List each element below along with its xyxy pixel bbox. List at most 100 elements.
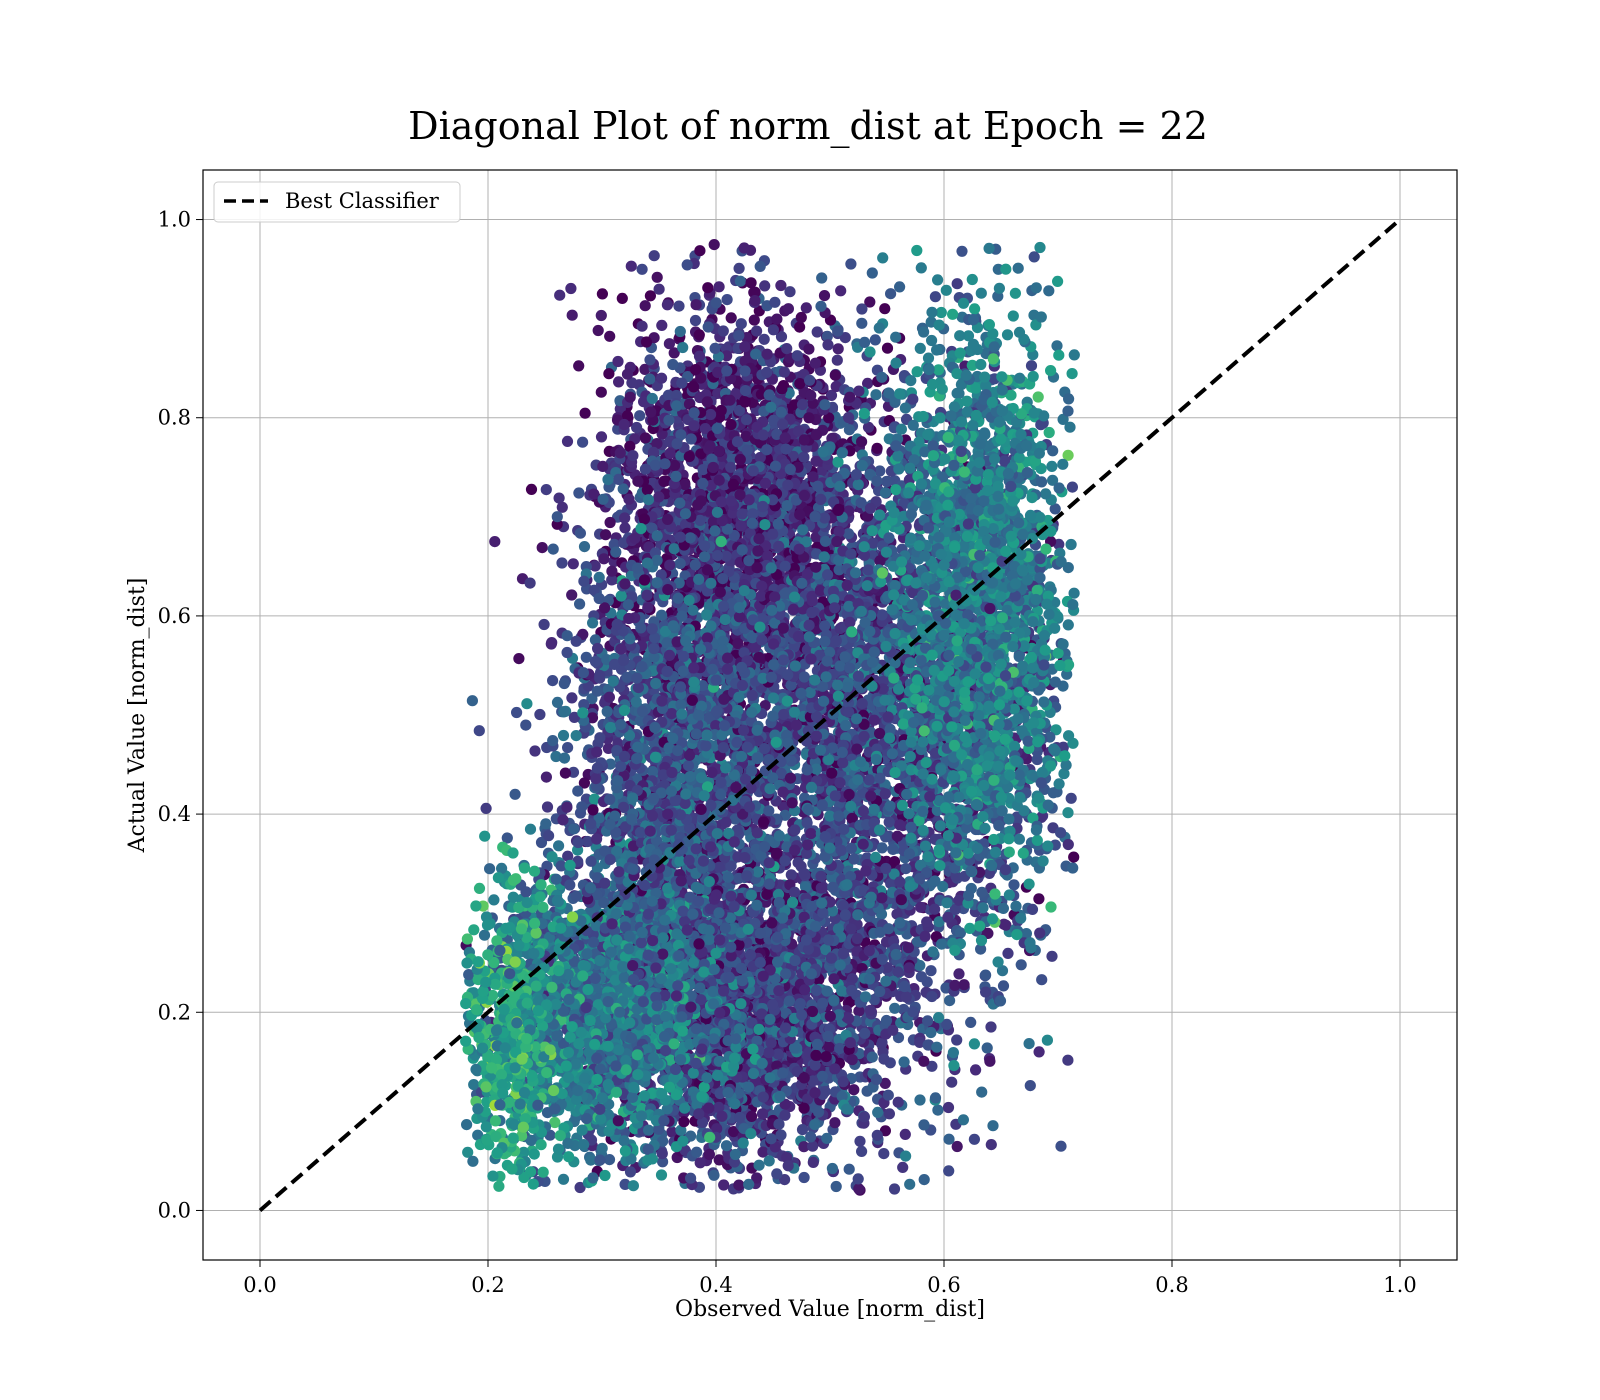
data-point (655, 973, 667, 985)
data-point (595, 386, 607, 398)
data-point (563, 993, 575, 1006)
data-point (872, 1106, 884, 1118)
data-point (581, 948, 593, 960)
data-point (594, 955, 606, 967)
data-point (729, 1148, 742, 1161)
data-point (737, 1137, 749, 1149)
data-point (918, 1174, 930, 1186)
data-point (520, 886, 532, 898)
data-point (660, 1010, 672, 1022)
data-point (899, 1128, 911, 1140)
data-point (552, 1143, 565, 1155)
data-point (876, 1038, 888, 1050)
data-point (747, 1067, 760, 1080)
data-point (745, 1128, 757, 1140)
data-point (587, 1172, 599, 1184)
data-point (753, 1159, 765, 1171)
data-point (577, 970, 589, 982)
data-point (603, 1154, 616, 1166)
data-point (658, 1115, 670, 1127)
data-point (763, 1155, 775, 1167)
data-point (578, 1139, 590, 1151)
data-point (730, 1033, 742, 1045)
data-point (888, 1183, 901, 1195)
data-point (549, 1103, 561, 1115)
data-point (809, 1059, 821, 1071)
data-point (624, 1166, 637, 1178)
data-point (721, 294, 733, 306)
data-point (712, 1069, 724, 1081)
data-point (646, 1153, 659, 1165)
data-point (677, 1135, 689, 1147)
data-point (696, 1091, 708, 1103)
data-point (708, 1033, 720, 1045)
data-point (914, 1094, 926, 1106)
data-point (878, 1148, 890, 1160)
data-point (488, 894, 500, 906)
data-point (694, 1157, 706, 1169)
data-point (757, 1091, 769, 1103)
data-point (599, 1169, 611, 1182)
data-point (798, 1102, 810, 1114)
data-point (829, 1063, 841, 1075)
data-point (722, 1086, 734, 1099)
data-point (594, 1103, 606, 1115)
data-point (943, 1165, 955, 1177)
data-point (818, 290, 831, 302)
data-point (743, 1081, 755, 1093)
data-point (892, 1096, 904, 1108)
data-point (981, 1042, 993, 1054)
data-point (765, 1133, 777, 1145)
data-point (602, 1040, 614, 1052)
data-point (744, 949, 757, 961)
data-point (729, 1098, 741, 1110)
data-point (747, 1043, 759, 1055)
data-point (666, 1126, 678, 1138)
data-point (581, 1113, 593, 1125)
data-point (658, 1031, 671, 1043)
data-point (764, 1013, 776, 1025)
data-point (710, 947, 722, 959)
data-point (785, 869, 797, 881)
data-point (678, 1116, 690, 1128)
data-point (881, 961, 893, 974)
data-point (633, 984, 645, 997)
data-point (613, 1044, 625, 1056)
data-point (551, 1030, 563, 1042)
data-point (701, 1072, 713, 1084)
data-point (602, 996, 614, 1008)
data-point (918, 1055, 930, 1067)
data-point (573, 487, 585, 499)
data-point (703, 1102, 715, 1114)
data-point (656, 1088, 668, 1100)
data-point (656, 319, 668, 331)
data-point (628, 1081, 640, 1093)
data-point (461, 1119, 473, 1131)
data-point (468, 924, 480, 936)
data-point (843, 1163, 855, 1175)
data-point (610, 1086, 623, 1098)
data-point (575, 1026, 587, 1038)
data-point (579, 960, 591, 972)
data-point (798, 1171, 810, 1184)
data-point (567, 558, 579, 570)
data-point (610, 1060, 622, 1072)
data-point (619, 522, 631, 534)
data-point (620, 1064, 632, 1076)
data-point (777, 1067, 789, 1079)
data-point (595, 1113, 607, 1125)
data-point (830, 1180, 842, 1193)
data-point (774, 1090, 786, 1102)
data-point (820, 1051, 832, 1063)
data-point (734, 1111, 746, 1124)
data-point (605, 946, 617, 958)
data-point (904, 1178, 916, 1190)
scatter-points (460, 239, 1080, 1196)
data-point (618, 1135, 630, 1147)
data-point (771, 1168, 783, 1180)
data-point (829, 1117, 841, 1129)
data-point (668, 1038, 680, 1050)
data-point (675, 1054, 687, 1066)
data-point (889, 1002, 901, 1014)
data-point (746, 1110, 758, 1122)
